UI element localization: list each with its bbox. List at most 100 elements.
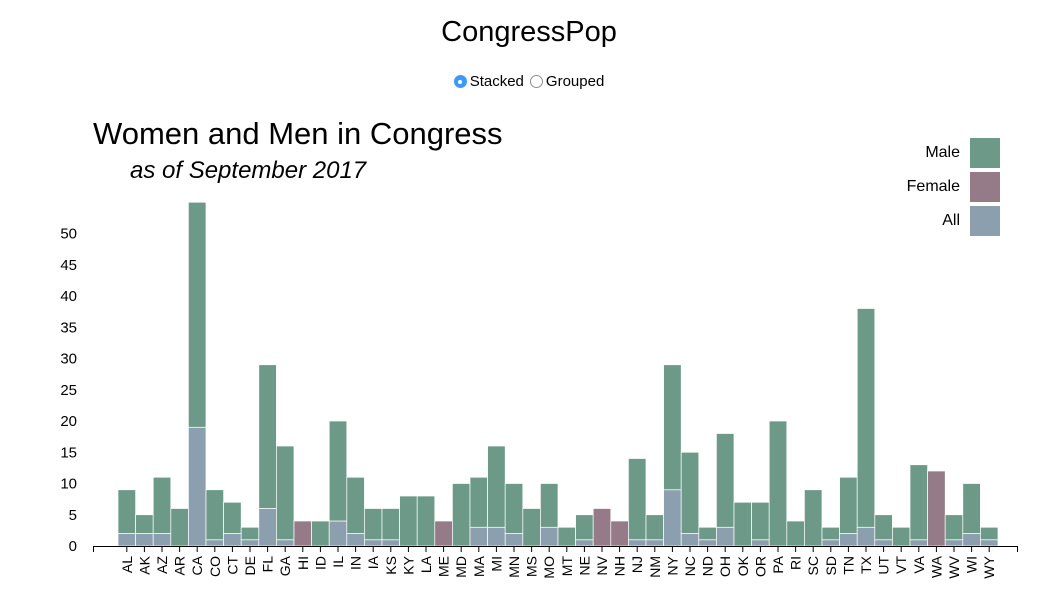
bar-male-ne	[575, 514, 594, 541]
legend-label-female: Female	[906, 178, 960, 195]
bar-female-nd	[698, 539, 717, 547]
bar-male-al	[117, 489, 136, 534]
bar-female-nh	[610, 520, 629, 547]
bar-female-ne	[575, 539, 594, 547]
bar-female-az	[152, 533, 172, 547]
stacked-radio[interactable]	[453, 75, 467, 88]
y-tick-label: 20	[60, 413, 77, 430]
grouped-radio-option[interactable]: Grouped	[529, 73, 605, 90]
bar-male-wy	[980, 526, 999, 541]
stacked-radio-label[interactable]: Stacked	[469, 73, 524, 90]
bar-male-ak	[135, 514, 154, 534]
bar-male-sd	[821, 526, 840, 541]
bar-male-ga	[276, 445, 295, 541]
y-tick-label: 5	[69, 507, 77, 524]
bar-male-wi	[962, 483, 981, 534]
bar-female-tn	[839, 533, 858, 547]
bar-male-co	[205, 489, 224, 541]
legend-item-male: Male	[880, 136, 1001, 170]
grouped-radio[interactable]	[529, 75, 543, 88]
x-tick-label: LA	[418, 555, 434, 573]
bar-female-in	[346, 533, 365, 547]
x-tick-label: AK	[136, 555, 152, 574]
bar-female-mo	[540, 526, 559, 547]
bar-male-pa	[768, 420, 788, 547]
bar-male-in	[346, 476, 365, 534]
x-tick-label: AL	[119, 556, 135, 573]
y-tick-label: 25	[60, 382, 77, 399]
y-tick-label: 30	[60, 351, 77, 368]
x-tick-label: FL	[260, 556, 276, 573]
x-tick-label: MT	[559, 556, 575, 577]
bar-male-md	[452, 483, 471, 547]
bar-female-ak	[135, 533, 154, 547]
bar-male-mt	[557, 526, 576, 547]
y-tick-label: 45	[60, 257, 77, 274]
bar-male-ma	[469, 476, 488, 528]
bar-female-al	[117, 533, 136, 547]
x-tick-label: WA	[928, 555, 944, 578]
bar-male-ms	[522, 508, 541, 547]
bar-male-ut	[874, 514, 893, 541]
grouped-radio-label[interactable]: Grouped	[545, 73, 605, 90]
x-tick-label: WY	[981, 555, 997, 578]
x-tick-label: VT	[893, 556, 909, 574]
bar-female-nj	[628, 539, 647, 547]
legend-label-all: All	[942, 212, 960, 229]
bar-female-me	[434, 520, 453, 547]
bar-female-ny	[663, 489, 682, 547]
layout-mode-toggle: Stacked Grouped	[0, 73, 1058, 90]
x-tick-label: CA	[189, 555, 205, 575]
bar-female-ma	[469, 526, 488, 547]
bar-male-fl	[258, 364, 277, 509]
x-tick-label: NV	[594, 555, 610, 575]
chart-title: Women and Men in Congress	[93, 116, 503, 151]
bar-male-nm	[645, 514, 664, 541]
bar-female-ct	[223, 533, 242, 547]
x-tick-label: GA	[277, 555, 293, 576]
bar-female-fl	[258, 508, 277, 547]
bar-male-ct	[223, 501, 242, 534]
x-tick-label: PA	[770, 555, 786, 573]
bar-male-ok	[733, 501, 752, 547]
y-tick-label: 0	[69, 538, 77, 555]
bar-male-de	[240, 526, 260, 541]
x-tick-label: KS	[383, 556, 399, 575]
bar-male-ri	[786, 520, 805, 547]
bar-male-id	[311, 520, 330, 547]
bar-female-nv	[592, 508, 612, 547]
chart-subtitle: as of September 2017	[130, 157, 367, 184]
bar-male-ar	[170, 508, 189, 547]
x-tick-label: MN	[506, 556, 522, 578]
x-tick-label: CO	[207, 556, 223, 577]
x-tick-label: NE	[576, 556, 592, 575]
bar-female-wy	[980, 539, 999, 547]
bar-female-tx	[856, 526, 876, 547]
bar-male-nj	[628, 458, 647, 541]
bar-male-oh	[716, 433, 735, 528]
bar-male-wv	[944, 514, 964, 541]
bar-female-sd	[821, 539, 840, 547]
stacked-radio-option[interactable]: Stacked	[453, 73, 524, 90]
x-tick-label: ME	[436, 556, 452, 577]
x-tick-label: MS	[524, 556, 540, 577]
x-tick-label: MI	[488, 556, 504, 572]
bar-female-hi	[293, 520, 312, 547]
y-tick-label: 15	[60, 444, 77, 461]
y-tick-label: 10	[60, 476, 77, 493]
x-tick-label: ND	[700, 556, 716, 576]
bar-male-tn	[839, 476, 858, 534]
x-tick-label: MO	[541, 556, 557, 579]
bar-male-mn	[504, 483, 524, 534]
bar-male-mo	[540, 483, 559, 528]
x-tick-label: SC	[805, 556, 821, 575]
bar-female-co	[205, 539, 224, 547]
x-tick-label: OR	[752, 556, 768, 577]
bar-female-nc	[680, 533, 700, 547]
bar-male-nc	[680, 451, 700, 534]
legend-item-female: Female	[880, 170, 1001, 204]
x-tick-label: NJ	[629, 556, 645, 573]
chart-legend: Male Female All	[880, 136, 1001, 238]
bar-female-or	[751, 539, 770, 547]
bar-male-vt	[892, 526, 911, 547]
